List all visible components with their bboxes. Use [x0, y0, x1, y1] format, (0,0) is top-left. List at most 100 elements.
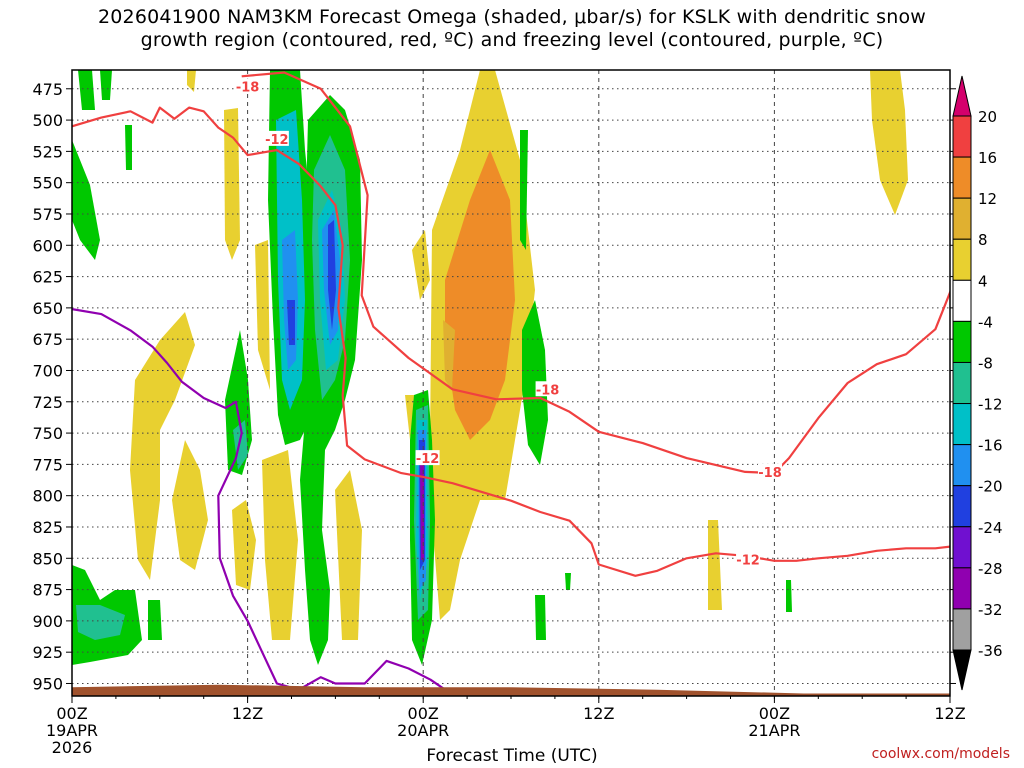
omega-neg-area	[328, 220, 336, 330]
omega-neg-area	[287, 300, 295, 345]
x-tick-label: 00Z	[759, 704, 790, 723]
omega-neg-area	[522, 300, 548, 465]
omega-pos-area	[870, 70, 908, 215]
contour-label: -12	[416, 452, 440, 467]
colorbar-label: 8	[978, 231, 988, 249]
colorbar-label: -28	[978, 560, 1003, 578]
colorbar-label: -16	[978, 437, 1003, 455]
omega-pos-area	[708, 520, 722, 610]
omega-neg-area	[520, 130, 528, 250]
colorbar-swatch	[952, 403, 972, 446]
contour-label-bg	[235, 78, 260, 94]
omega-neg-area	[76, 605, 125, 640]
y-tick-label: 700	[32, 361, 63, 380]
omega-pos-area	[443, 320, 455, 390]
omega-pos-area	[224, 108, 240, 260]
x-tick-label: 12Z	[583, 704, 614, 723]
omega-neg-area	[125, 125, 132, 170]
y-tick-label: 500	[32, 111, 63, 130]
chart-title: 2026041900 NAM3KM Forecast Omega (shaded…	[0, 6, 1024, 52]
colorbar-label: 20	[978, 108, 997, 126]
colorbar-label: -24	[978, 519, 1003, 537]
x-tick-label: 00Z	[408, 704, 439, 723]
omega-neg-area	[565, 573, 571, 590]
title-line-1: 2026041900 NAM3KM Forecast Omega (shaded…	[97, 6, 927, 28]
omega-neg-area	[786, 580, 792, 612]
y-tick-label: 525	[32, 142, 63, 161]
y-tick-label: 800	[32, 487, 63, 506]
colorbar-label: -32	[978, 601, 1003, 619]
colorbar-bottom-arrow	[952, 649, 972, 691]
omega-neg-area	[535, 595, 546, 640]
colorbar-label: -12	[978, 396, 1003, 414]
colorbar-swatch	[952, 115, 972, 158]
y-tick-label: 625	[32, 268, 63, 287]
omega-pos-area	[335, 470, 362, 640]
contour-label-bg	[415, 450, 440, 466]
contour-line	[72, 106, 950, 577]
omega-pos-area	[445, 150, 515, 440]
colorbar-label: 4	[978, 272, 988, 290]
colorbar: 20 16 12 8 4 -4 -8 -12 -16 -20 -24 -28 -32 -36	[952, 75, 1003, 691]
y-tick-label: 575	[32, 205, 63, 224]
colorbar-swatch	[952, 485, 972, 528]
contour-label: -12	[265, 133, 289, 148]
y-tick-label: 825	[32, 518, 63, 537]
x-tick-year-label: 2026	[52, 738, 93, 757]
contour-label: -18	[536, 383, 560, 398]
omega-pos-area	[405, 395, 415, 440]
omega-neg-area	[78, 70, 95, 110]
colorbar-swatch	[952, 361, 972, 405]
y-tick-label: 775	[32, 455, 63, 474]
colorbar-label: -36	[978, 642, 1003, 660]
omega-pos-area	[412, 230, 430, 300]
colorbar-swatch	[952, 526, 972, 569]
omega-pos-area	[187, 70, 196, 92]
contour-label-bg	[535, 381, 560, 397]
pressure-axis: 475 500 525 550 575 600 625 650 675 700 725 750 775 8…	[32, 80, 956, 693]
x-tick-label: 12Z	[232, 704, 263, 723]
contour-label-bg	[264, 130, 289, 146]
plot-grid	[72, 70, 950, 696]
y-tick-label: 750	[32, 424, 63, 443]
x-tick-date-label: 20APR	[397, 721, 449, 740]
x-tick-date-label: 21APR	[748, 721, 800, 740]
y-tick-label: 875	[32, 581, 63, 600]
x-tick-label: 12Z	[934, 704, 965, 723]
y-tick-label: 675	[32, 330, 63, 349]
y-tick-label: 725	[32, 393, 63, 412]
colorbar-swatch	[952, 444, 972, 487]
omega-pos-area	[262, 450, 298, 640]
y-tick-label: 900	[32, 612, 63, 631]
y-tick-label: 550	[32, 174, 63, 193]
y-tick-label: 925	[32, 643, 63, 662]
y-tick-label: 600	[32, 236, 63, 255]
colorbar-label: -4	[978, 313, 993, 331]
credit-text: coolwx.com/models	[871, 746, 1010, 762]
x-axis-label: Forecast Time (UTC)	[426, 746, 598, 766]
omega-pos-area	[172, 440, 208, 570]
colorbar-swatch	[952, 156, 972, 199]
colorbar-label: 12	[978, 190, 997, 208]
contour-line	[72, 308, 446, 691]
colorbar-top-arrow	[952, 75, 972, 117]
x-tick-date-label: 19APR	[46, 721, 98, 740]
x-tick-label: 00Z	[56, 704, 87, 723]
contour-label: -18	[236, 80, 260, 95]
colorbar-swatch	[952, 197, 972, 240]
y-tick-label: 950	[32, 674, 63, 693]
y-tick-label: 650	[32, 299, 63, 318]
contour-label: -12	[736, 554, 760, 569]
omega-neg-area	[72, 140, 100, 260]
contour-line	[241, 71, 950, 475]
y-tick-label: 475	[32, 80, 63, 99]
contour-label-bg	[736, 551, 761, 567]
omega-pos-area	[255, 240, 270, 390]
contour-label: -18	[758, 466, 782, 481]
omega-neg-area	[100, 70, 112, 100]
temperature-contours	[72, 71, 950, 691]
title-line-2: growth region (contoured, red, ºC) and f…	[140, 29, 884, 51]
colorbar-label: -8	[978, 354, 993, 372]
